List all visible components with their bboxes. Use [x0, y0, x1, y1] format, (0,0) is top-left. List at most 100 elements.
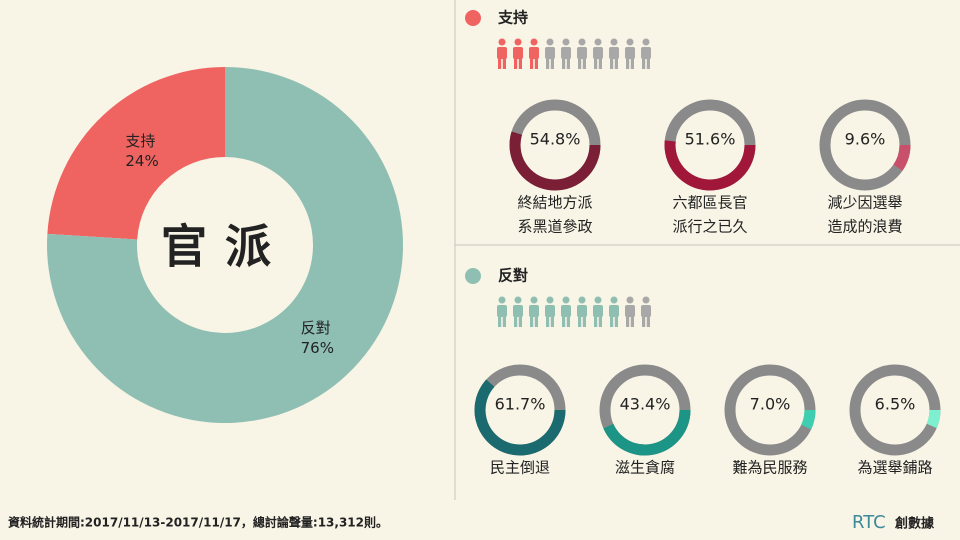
gauge-arc — [509, 131, 601, 191]
icon-head — [514, 38, 522, 46]
icon-body — [497, 47, 507, 59]
icon-leg — [578, 58, 582, 69]
icon-body — [497, 305, 507, 317]
gauge-label: 為選舉鋪路 — [857, 459, 932, 477]
icon-leg — [610, 316, 614, 327]
legend-label: 反對 — [498, 267, 528, 285]
icon-head — [562, 296, 570, 304]
gauge-value: 61.7% — [495, 395, 546, 414]
gauge-value: 51.6% — [685, 130, 736, 149]
icon-row — [497, 296, 651, 327]
icon-leg — [642, 316, 646, 327]
slice-label: 反對 — [301, 319, 331, 337]
gauge-label: 難為民服務 — [732, 459, 807, 477]
gauge-arc — [926, 409, 941, 429]
gauge-value: 6.5% — [875, 395, 916, 414]
icon-leg — [562, 316, 566, 327]
icon-leg — [630, 316, 634, 327]
icon-body — [513, 305, 523, 317]
icon-body — [545, 305, 555, 317]
icon-head — [562, 38, 570, 46]
logo-name: 創數據 — [894, 516, 935, 532]
gauge-label: 派行之已久 — [672, 218, 747, 236]
icon-leg — [582, 316, 586, 327]
icon-leg — [598, 58, 602, 69]
icon-body — [625, 305, 635, 317]
icon-head — [610, 296, 618, 304]
icon-head — [546, 296, 554, 304]
pie-title: 官派 — [161, 220, 289, 274]
icon-leg — [610, 58, 614, 69]
icon-body — [561, 47, 571, 59]
icon-head — [530, 296, 538, 304]
gauge-label: 系黑道參政 — [517, 218, 592, 236]
icon-leg — [498, 58, 502, 69]
icon-leg — [566, 58, 570, 69]
icon-body — [577, 47, 587, 59]
icon-leg — [514, 58, 518, 69]
icon-leg — [546, 316, 550, 327]
icon-leg — [594, 316, 598, 327]
icon-head — [578, 38, 586, 46]
icon-leg — [614, 58, 618, 69]
legend-dot — [465, 10, 481, 26]
icon-leg — [530, 316, 534, 327]
pie-slice — [47, 67, 404, 423]
icon-body — [609, 305, 619, 317]
icon-leg — [514, 316, 518, 327]
icon-leg — [566, 316, 570, 327]
icon-leg — [626, 316, 630, 327]
icon-leg — [562, 58, 566, 69]
icon-body — [641, 47, 651, 59]
gauge-arc — [603, 409, 691, 456]
icon-leg — [626, 58, 630, 69]
icon-body — [529, 305, 539, 317]
icon-leg — [498, 316, 502, 327]
icon-leg — [646, 316, 650, 327]
icon-head — [626, 296, 634, 304]
icon-leg — [518, 58, 522, 69]
icon-leg — [550, 58, 554, 69]
icon-head — [626, 38, 634, 46]
icon-head — [530, 38, 538, 46]
icon-leg — [502, 58, 506, 69]
pie-slice — [47, 67, 225, 240]
icon-head — [594, 38, 602, 46]
icon-head — [514, 296, 522, 304]
gauge-label: 滋生貪腐 — [615, 459, 675, 477]
icon-body — [529, 47, 539, 59]
icon-leg — [534, 58, 538, 69]
icon-leg — [502, 316, 506, 327]
footer: 資料統計期間:2017/11/13-2017/11/17，總討論聲量:13,31… — [8, 515, 388, 530]
gauge-value: 7.0% — [750, 395, 791, 414]
icon-leg — [546, 58, 550, 69]
icon-body — [545, 47, 555, 59]
icon-body — [625, 47, 635, 59]
gauge-value: 54.8% — [530, 130, 581, 149]
icon-head — [498, 38, 506, 46]
icon-head — [498, 296, 506, 304]
icon-leg — [582, 58, 586, 69]
gauge-arc — [474, 379, 566, 456]
gauge-label: 六都區長官 — [672, 194, 747, 212]
icon-body — [577, 305, 587, 317]
icon-leg — [630, 58, 634, 69]
legend-dot — [465, 268, 481, 284]
gauge-label: 減少因選舉 — [827, 194, 902, 212]
icon-head — [642, 38, 650, 46]
icon-leg — [534, 316, 538, 327]
gauge-label: 民主倒退 — [490, 459, 550, 477]
icon-body — [513, 47, 523, 59]
icon-body — [593, 305, 603, 317]
icon-body — [609, 47, 619, 59]
legend-label: 支持 — [497, 9, 528, 27]
icon-leg — [550, 316, 554, 327]
icon-leg — [578, 316, 582, 327]
gauge-label: 終結地方派 — [517, 194, 592, 212]
icon-body — [641, 305, 651, 317]
gauge-arc — [893, 144, 911, 171]
slice-label: 支持 — [125, 132, 155, 150]
icon-body — [561, 305, 571, 317]
